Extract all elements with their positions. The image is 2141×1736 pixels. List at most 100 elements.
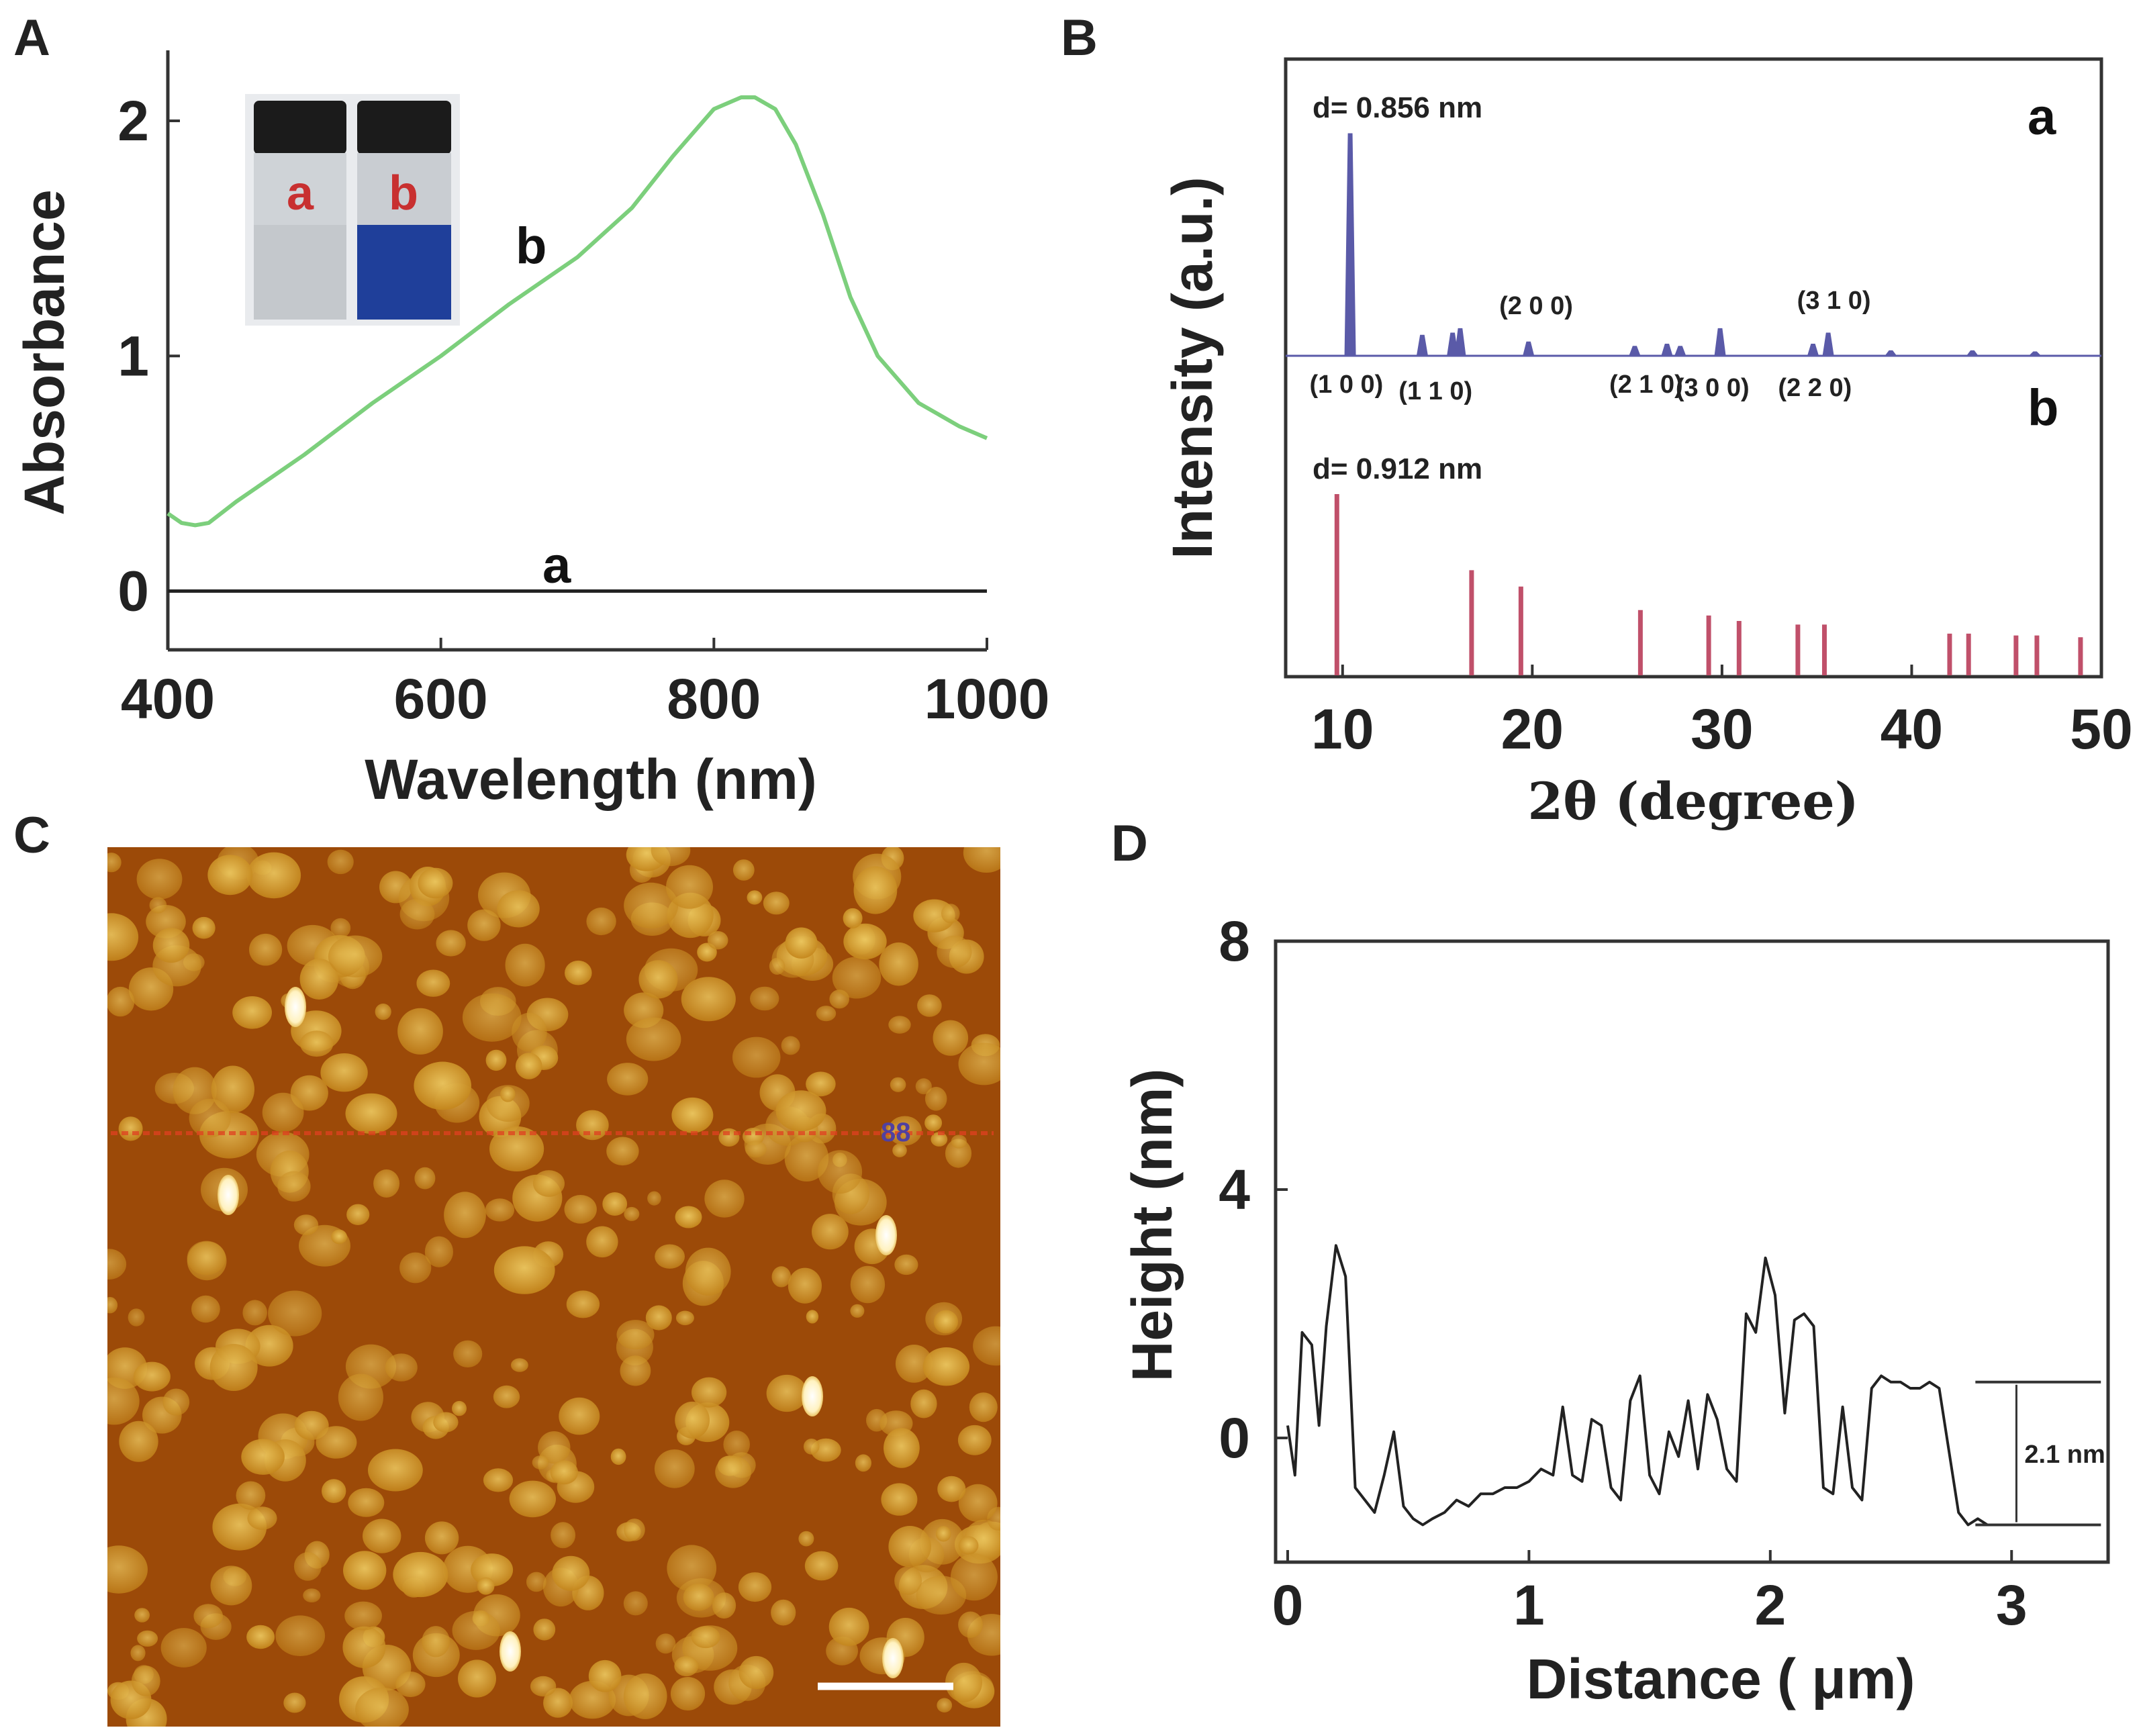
afm-grain <box>189 1098 231 1138</box>
afm-grain <box>890 1077 906 1092</box>
afm-grain <box>247 1506 277 1530</box>
afm-bright-peak <box>802 1376 823 1416</box>
panel-letter-a: A <box>13 9 50 66</box>
afm-grain <box>888 1016 911 1034</box>
afm-grain <box>543 1688 573 1718</box>
afm-grain <box>316 1426 357 1459</box>
axis-a-xlabel: Wavelength (nm) <box>365 748 817 811</box>
afm-grain <box>763 891 790 915</box>
diffraction-peak <box>1965 350 1979 357</box>
afm-grain <box>775 1090 826 1132</box>
afm-grain <box>937 1476 966 1502</box>
afm-grain <box>685 1247 731 1296</box>
afm-grain <box>681 977 736 1022</box>
afm-grain <box>675 1401 710 1439</box>
vial-a-liquid <box>254 225 346 320</box>
afm-grain <box>368 1449 423 1492</box>
afm-grain <box>654 1449 695 1488</box>
afm-grain <box>910 1389 937 1418</box>
diffraction-peak <box>1884 350 1898 357</box>
axis-b-xticks: 10 20 30 40 50 <box>1311 665 2133 761</box>
afm-grain <box>162 1388 190 1416</box>
afm-grain <box>803 1439 820 1455</box>
trace-label-b: b <box>2028 379 2058 436</box>
panel-d: D 0 4 8 0 1 2 3 2.1 nm Height (nm) Distance (… <box>1111 815 2110 1710</box>
x-tick-label: 40 <box>1881 697 1943 761</box>
trace-label-a: a <box>2028 89 2056 146</box>
diffraction-peak <box>1714 328 1726 357</box>
afm-grain <box>133 1361 171 1392</box>
plot-frame-b <box>1284 57 2103 679</box>
afm-grain <box>945 1139 972 1168</box>
afm-grain <box>602 1192 628 1216</box>
afm-grain <box>937 1698 953 1713</box>
afm-grain <box>128 1308 145 1327</box>
afm-grain <box>107 1545 148 1594</box>
afm-peak-layer <box>218 987 904 1678</box>
afm-grain <box>781 1036 800 1055</box>
diffraction-peak <box>1522 341 1535 357</box>
afm-grain <box>951 1135 967 1149</box>
hkl-label: (1 0 0) <box>1310 371 1384 399</box>
afm-grain <box>806 1310 819 1324</box>
afm-grain <box>564 1195 597 1224</box>
afm-grain <box>277 1171 311 1202</box>
afm-grain <box>586 907 616 936</box>
y-tick-label: 1 <box>117 324 149 387</box>
x-tick-label: 30 <box>1691 697 1753 761</box>
panel-c: C 88 <box>13 807 1000 1727</box>
afm-grain <box>207 855 253 896</box>
afm-grain <box>477 1577 495 1595</box>
afm-grain <box>485 1049 507 1071</box>
panel-letter-c: C <box>13 807 50 864</box>
vial-b-cap <box>357 101 451 154</box>
hkl-label-group: (1 0 0) (1 1 0) (2 0 0) (2 1 0)(3 0 0) (2 2 … <box>1310 287 1871 405</box>
vials-inset: a b <box>245 94 460 326</box>
afm-grain <box>674 1655 699 1677</box>
afm-grain <box>798 1531 814 1547</box>
afm-grain <box>884 1428 920 1468</box>
afm-grain <box>118 1116 143 1141</box>
height-profile-line <box>1286 1244 2101 1527</box>
x-tick-label: 0 <box>1272 1574 1304 1637</box>
afm-grain <box>784 1135 829 1182</box>
afm-grain <box>931 1132 948 1147</box>
afm-grain <box>723 1431 750 1459</box>
afm-grain <box>532 1455 549 1469</box>
afm-grain <box>375 1003 391 1020</box>
axis-d-yticks: 0 4 8 <box>1219 910 1288 1469</box>
afm-grain <box>191 1295 220 1323</box>
afm-grain <box>647 1191 661 1206</box>
afm-grain <box>262 1092 304 1132</box>
afm-grain <box>610 1448 626 1465</box>
afm-grain <box>739 1655 774 1690</box>
afm-grain <box>338 1373 383 1421</box>
afm-grain <box>895 1345 933 1383</box>
x-tick-label: 20 <box>1501 697 1564 761</box>
afm-grain <box>331 1229 347 1245</box>
afm-grain <box>738 1572 772 1602</box>
panel-b: B 10 20 30 40 50 (1 0 0) (1 1 0) (2 0 0) (2 1 0… <box>1061 9 2133 831</box>
afm-grain <box>399 898 435 930</box>
afm-grain <box>453 1340 483 1368</box>
afm-grain <box>283 1692 306 1713</box>
axis-a-ylabel: Absorbance <box>13 189 76 515</box>
afm-grain <box>343 1551 387 1590</box>
y-tick-label: 0 <box>117 559 149 622</box>
afm-grain <box>436 930 466 957</box>
curve-label-a: a <box>542 537 571 594</box>
vial-b-label: b <box>389 166 418 220</box>
afm-grain <box>850 1265 886 1304</box>
afm-grain <box>715 1455 751 1488</box>
afm-grain <box>422 1626 450 1657</box>
x-tick-label: 2 <box>1754 1574 1786 1637</box>
x-tick-label: 400 <box>121 667 215 730</box>
afm-grain <box>355 1687 409 1727</box>
hkl-label: (2 0 0) <box>1499 292 1573 320</box>
afm-grain <box>670 1677 706 1710</box>
afm-grain <box>892 1143 907 1157</box>
afm-grain <box>973 1326 1000 1366</box>
afm-grain <box>242 1300 268 1326</box>
afm-bright-peak <box>882 1638 904 1678</box>
afm-grain <box>452 1610 500 1650</box>
